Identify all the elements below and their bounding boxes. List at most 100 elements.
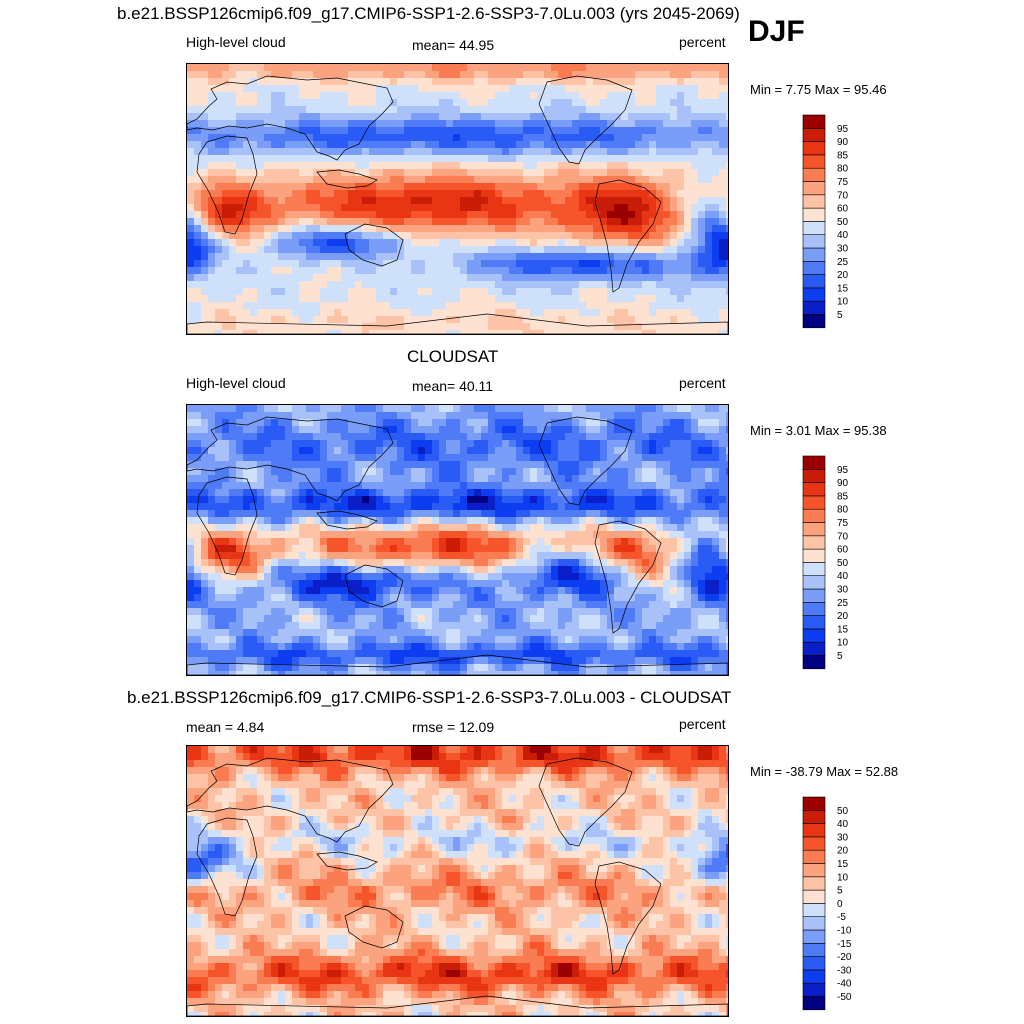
map-cell bbox=[698, 489, 706, 497]
map-cell bbox=[593, 155, 601, 163]
map-cell bbox=[488, 538, 496, 546]
map-cell bbox=[215, 316, 223, 324]
map-cell bbox=[446, 545, 454, 553]
map-cell bbox=[341, 468, 349, 476]
map-cell bbox=[621, 239, 629, 247]
map-cell bbox=[411, 503, 419, 511]
map-cell bbox=[257, 225, 265, 233]
map-cell bbox=[530, 162, 538, 170]
map-cell bbox=[712, 204, 720, 212]
map-cell bbox=[691, 99, 699, 107]
map-cell bbox=[285, 475, 293, 483]
map-cell bbox=[446, 85, 454, 93]
map-cell bbox=[418, 461, 426, 469]
map-cell bbox=[418, 190, 426, 198]
map-cell bbox=[320, 309, 328, 317]
map-cell bbox=[509, 225, 517, 233]
map-cell bbox=[194, 78, 202, 86]
map-cell bbox=[537, 552, 545, 560]
map-cell bbox=[446, 169, 454, 177]
map-cell bbox=[306, 510, 314, 518]
map-cell bbox=[726, 510, 728, 518]
map-cell bbox=[208, 524, 216, 532]
map-cell bbox=[474, 113, 482, 121]
map-cell bbox=[383, 141, 391, 149]
map-cell bbox=[306, 260, 314, 268]
map-cell bbox=[446, 302, 454, 310]
map-cell bbox=[453, 85, 461, 93]
map-cell bbox=[292, 134, 300, 142]
map-cell bbox=[677, 447, 685, 455]
map-cell bbox=[698, 566, 706, 574]
map-cell bbox=[327, 120, 335, 128]
map-cell bbox=[712, 225, 720, 233]
map-cell bbox=[523, 190, 531, 198]
map-cell bbox=[628, 113, 636, 121]
map-cell bbox=[285, 148, 293, 156]
map-cell bbox=[593, 412, 601, 420]
map-cell bbox=[614, 120, 622, 128]
map-cell bbox=[222, 559, 230, 567]
map-cell bbox=[670, 260, 678, 268]
map-cell bbox=[614, 71, 622, 79]
map-cell bbox=[719, 323, 727, 331]
map-cell bbox=[495, 155, 503, 163]
map-cell bbox=[544, 496, 552, 504]
map-cell bbox=[201, 176, 209, 184]
map-cell bbox=[530, 204, 538, 212]
map-cell bbox=[194, 253, 202, 261]
map-cell bbox=[355, 552, 363, 560]
map-cell bbox=[292, 239, 300, 247]
map-cell bbox=[432, 176, 440, 184]
map-cell bbox=[719, 510, 727, 518]
map-cell bbox=[341, 405, 349, 413]
map-cell bbox=[390, 503, 398, 511]
map-cell bbox=[236, 496, 244, 504]
map-cell bbox=[404, 531, 412, 539]
map-cell bbox=[208, 538, 216, 546]
map-cell bbox=[369, 482, 377, 490]
map-cell bbox=[726, 545, 728, 553]
map-cell bbox=[663, 295, 671, 303]
map-cell bbox=[411, 162, 419, 170]
map-cell bbox=[551, 503, 559, 511]
map-cell bbox=[250, 246, 258, 254]
map-cell bbox=[271, 482, 279, 490]
map-cell bbox=[432, 496, 440, 504]
map-cell bbox=[698, 211, 706, 219]
map-cell bbox=[614, 148, 622, 156]
map-cell bbox=[432, 440, 440, 448]
map-cell bbox=[390, 134, 398, 142]
map-cell bbox=[593, 454, 601, 462]
map-cell bbox=[299, 169, 307, 177]
map-cell bbox=[663, 496, 671, 504]
map-cell bbox=[467, 253, 475, 261]
map-cell bbox=[691, 510, 699, 518]
map-cell bbox=[432, 454, 440, 462]
map-cell bbox=[453, 267, 461, 275]
map-cell bbox=[404, 197, 412, 205]
map-cell bbox=[187, 141, 195, 149]
map-cell bbox=[656, 232, 664, 240]
map-cell bbox=[607, 190, 615, 198]
map-cell bbox=[691, 246, 699, 254]
map-cell bbox=[684, 503, 692, 511]
map-cell bbox=[607, 503, 615, 511]
map-cell bbox=[628, 253, 636, 261]
map-cell bbox=[257, 573, 265, 581]
map-cell bbox=[390, 239, 398, 247]
map-cell bbox=[215, 496, 223, 504]
map-cell bbox=[488, 295, 496, 303]
map-cell bbox=[369, 419, 377, 427]
map-cell bbox=[719, 531, 727, 539]
map-cell bbox=[453, 482, 461, 490]
map-cell bbox=[593, 162, 601, 170]
map-cell bbox=[278, 524, 286, 532]
map-cell bbox=[558, 246, 566, 254]
map-cell bbox=[404, 99, 412, 107]
map-cell bbox=[215, 232, 223, 240]
map-cell bbox=[516, 64, 524, 72]
map-cell bbox=[537, 71, 545, 79]
map-cell bbox=[586, 524, 594, 532]
map-cell bbox=[264, 162, 272, 170]
